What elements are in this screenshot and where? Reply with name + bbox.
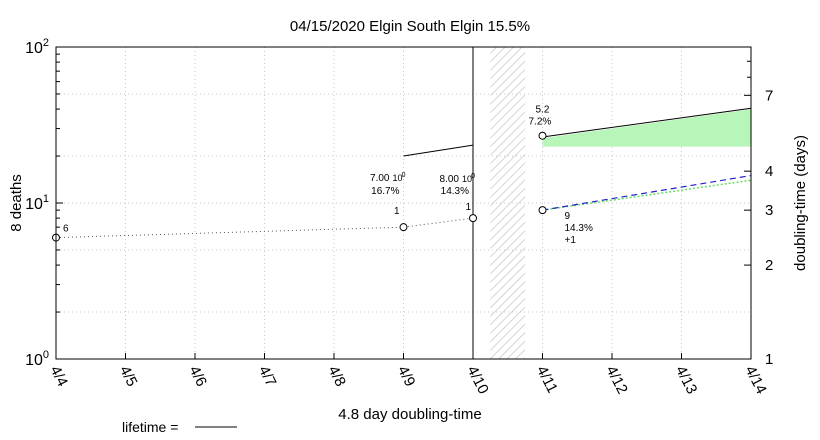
annotation-label: 7.00: [370, 173, 390, 184]
y2-axis-label: doubling-time (days): [792, 135, 809, 271]
fit-line-past: [403, 144, 474, 157]
annotation-label: 9: [565, 211, 571, 222]
annotation-label: 1: [394, 206, 400, 217]
annotation-label: 14.3%: [441, 186, 469, 197]
legend-label: lifetime =: [122, 419, 178, 435]
x-axis-label: 4.8 day doubling-time: [338, 406, 481, 423]
annotation-label: 16.7%: [371, 186, 399, 197]
data-point: [538, 206, 547, 215]
x-tick-label: 4/9: [394, 363, 419, 389]
annotation-sup: 0: [402, 172, 406, 179]
projection-line-blue: [542, 174, 752, 211]
y-tick-label: 100: [25, 349, 49, 369]
x-tick-label: 4/11: [533, 363, 561, 396]
x-tick-label: 4/4: [46, 363, 71, 389]
trend-lines: [55, 47, 752, 359]
y2-tick-label: 2: [765, 257, 773, 274]
x-tick-label: 4/6: [185, 363, 210, 389]
x-axis: 4/4 4/5 4/6 4/7 4/8 4/9 4/10 4/11 4/12 4/13 4/14: [46, 353, 770, 397]
x-tick-label: 4/12: [602, 363, 630, 397]
y-axis: 100 101 102: [25, 37, 63, 369]
annotation-label: 7.2%: [529, 117, 552, 128]
x-tick-label: 4/14: [741, 363, 769, 397]
annotation-sup-base: 10: [392, 173, 402, 183]
projection-start-point: [538, 131, 547, 140]
y-axis-label: 8 deaths: [8, 174, 25, 232]
x-tick-label: 4/10: [463, 363, 491, 397]
annotation-label: 8.00: [440, 174, 460, 185]
annotation-label: 6: [63, 224, 69, 235]
x-tick-label: 4/7: [255, 363, 280, 389]
projection-line-upper: [542, 107, 752, 138]
y-tick-label: 102: [25, 37, 49, 57]
annotations: 67.00 10 016.7%18.00 10 014.3%1914.3%+15.27.…: [63, 105, 593, 246]
annotation-label: 14.3%: [565, 223, 593, 234]
y2-tick-label: 3: [765, 202, 773, 219]
projection-band: [542, 109, 751, 147]
x-tick-label: 4/5: [116, 363, 141, 389]
annotation-sup: 0: [471, 173, 475, 180]
y2-axis: 1 2 3 4 7: [744, 46, 773, 368]
hatched-region: [490, 47, 526, 359]
x-tick-label: 4/13: [672, 363, 700, 397]
annotation-sup-base: 10: [462, 174, 472, 184]
projection-line-green: [542, 179, 752, 211]
x-tick-label: 4/8: [324, 363, 349, 389]
plot-frame: [55, 46, 752, 360]
data-points: [52, 131, 547, 242]
y2-tick-label: 1: [765, 351, 773, 368]
annotation-label: +1: [565, 235, 577, 246]
y2-tick-label: 4: [765, 163, 773, 180]
annotation-label: 5.2: [536, 105, 550, 116]
annotation-label: 1: [465, 202, 471, 213]
data-point: [469, 214, 477, 223]
grid: [56, 47, 751, 359]
y-tick-label: 101: [25, 193, 49, 213]
chart-title: 04/15/2020 Elgin South Elgin 15.5%: [290, 18, 530, 35]
data-point: [399, 223, 408, 232]
y2-tick-label: 7: [765, 87, 773, 104]
